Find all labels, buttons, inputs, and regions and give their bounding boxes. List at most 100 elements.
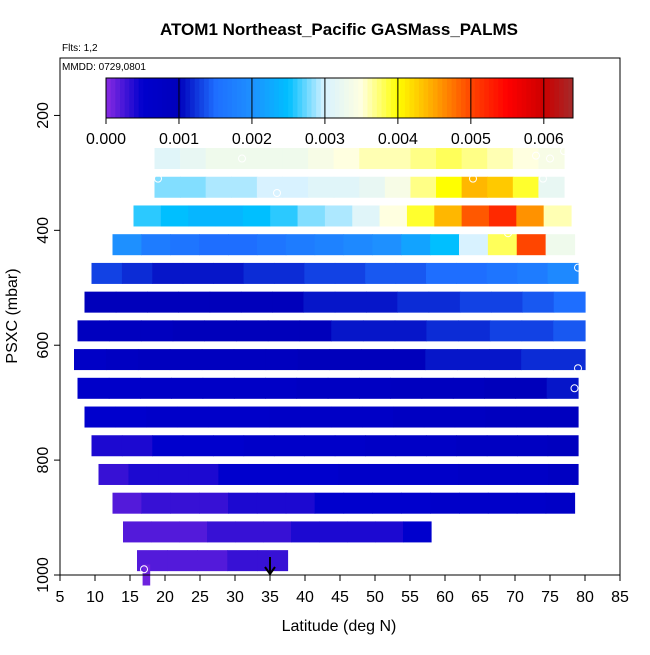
- heatmap-cell: [547, 262, 579, 284]
- heatmap-cell: [188, 463, 219, 485]
- heatmap-cell: [516, 406, 548, 428]
- x-tick-label: 40: [296, 589, 314, 606]
- heatmap-cell: [425, 349, 458, 371]
- data-point: [532, 151, 540, 160]
- colorbar-swatch: [194, 78, 200, 118]
- heatmap-cell: [352, 205, 381, 227]
- colorbar-swatch: [320, 78, 326, 118]
- colorbar-swatch: [166, 78, 172, 118]
- data-point: [574, 263, 582, 272]
- heatmap-cell: [423, 406, 456, 428]
- x-tick-label: 55: [401, 589, 419, 606]
- heatmap-cell: [308, 148, 335, 170]
- heatmap-cell: [485, 406, 517, 428]
- heatmap-cell: [461, 176, 488, 198]
- heatmap-cell: [233, 349, 267, 371]
- heatmap-cell: [319, 521, 348, 543]
- heatmap-cell: [256, 492, 287, 514]
- heatmap-cell: [282, 176, 309, 198]
- heatmap-cell: [521, 349, 554, 371]
- x-tick-label: 35: [261, 589, 279, 606]
- colorbar-swatch: [138, 78, 144, 118]
- heatmap-cell: [458, 320, 491, 342]
- colorbar-tick-label: 0.005: [451, 131, 491, 148]
- colorbar-swatch: [246, 78, 252, 118]
- heatmap-cell: [137, 349, 171, 371]
- heatmap-cell: [426, 320, 459, 342]
- colorbar-swatch: [428, 78, 434, 118]
- colorbar-swatch: [484, 78, 490, 118]
- heatmap-cell: [394, 320, 428, 342]
- heatmap-cell: [547, 406, 579, 428]
- heatmap-cell: [397, 291, 430, 313]
- heatmap-cell: [137, 550, 168, 572]
- x-tick-label: 15: [121, 589, 139, 606]
- heatmap-cell: [182, 262, 214, 284]
- colorbar-swatch: [526, 78, 532, 118]
- heatmap-cell: [518, 463, 549, 485]
- colorbar-swatch: [549, 78, 555, 118]
- colorbar-swatch: [432, 78, 439, 118]
- heatmap-cell: [74, 349, 107, 371]
- heatmap-cell: [333, 148, 360, 170]
- heatmap-cell: [273, 435, 305, 457]
- colorbar-swatch: [512, 78, 518, 118]
- heatmap-cell: [410, 176, 437, 198]
- heatmap-cell: [314, 234, 345, 256]
- heatmap-cell: [84, 291, 117, 313]
- heatmap-cell: [457, 349, 490, 371]
- colorbar-swatch: [316, 78, 322, 118]
- heatmap-cell: [267, 320, 301, 342]
- colorbar-swatch: [498, 78, 504, 118]
- colorbar-swatch: [418, 78, 425, 118]
- dates-annotation: MMDD: 0729,0801: [62, 62, 146, 73]
- heatmap-cell: [197, 550, 228, 572]
- heatmap-cell: [256, 148, 284, 170]
- heatmap-cell: [343, 492, 373, 514]
- heatmap-cell: [228, 492, 258, 514]
- heatmap-cell: [207, 521, 236, 543]
- heatmap-cell: [545, 234, 576, 256]
- heatmap-cell: [115, 291, 148, 313]
- heatmap-cell: [487, 234, 518, 256]
- x-tick-label: 25: [191, 589, 209, 606]
- heatmap-cell: [146, 406, 178, 428]
- colorbar-swatch: [488, 78, 495, 118]
- heatmap-cell: [269, 406, 301, 428]
- heatmap-cell: [347, 521, 376, 543]
- colorbar-swatch: [390, 78, 397, 118]
- heatmap-cell: [436, 148, 463, 170]
- heatmap-cell: [304, 435, 336, 457]
- colorbar-swatch: [227, 78, 233, 118]
- y-tick-label: 400: [35, 217, 52, 244]
- colorbar-tick-label: 0.000: [86, 131, 126, 148]
- x-tick-label: 30: [226, 589, 244, 606]
- x-tick-label: 60: [436, 589, 454, 606]
- heatmap-cell: [285, 234, 316, 256]
- colorbar-swatch: [269, 78, 275, 118]
- heatmap-cell: [228, 234, 258, 256]
- heatmap-cell: [180, 148, 207, 170]
- heatmap-cell: [140, 320, 174, 342]
- heatmap-cell: [436, 176, 463, 198]
- heatmap-cell: [487, 176, 514, 198]
- heatmap-cell: [333, 176, 360, 198]
- colorbar-swatch: [409, 78, 415, 118]
- heatmap-cell: [243, 435, 275, 457]
- colorbar-swatch: [339, 78, 345, 118]
- y-tick-label: 800: [35, 447, 52, 474]
- heatmap-cell: [379, 205, 408, 227]
- heatmap-cell: [487, 492, 518, 514]
- heatmap-cell: [428, 463, 459, 485]
- colorbar-tick-label: 0.001: [159, 131, 199, 148]
- heatmap-cell: [334, 262, 366, 284]
- heatmap-cell: [543, 205, 572, 227]
- heatmap-cell: [108, 377, 141, 399]
- heatmap-cell: [375, 521, 404, 543]
- colorbar-swatch: [297, 78, 303, 118]
- x-tick-label: 45: [331, 589, 349, 606]
- heatmap-cell: [454, 406, 487, 428]
- colorbar-swatch: [381, 78, 387, 118]
- colorbar-swatch: [348, 78, 355, 118]
- heatmap-cell: [343, 234, 373, 256]
